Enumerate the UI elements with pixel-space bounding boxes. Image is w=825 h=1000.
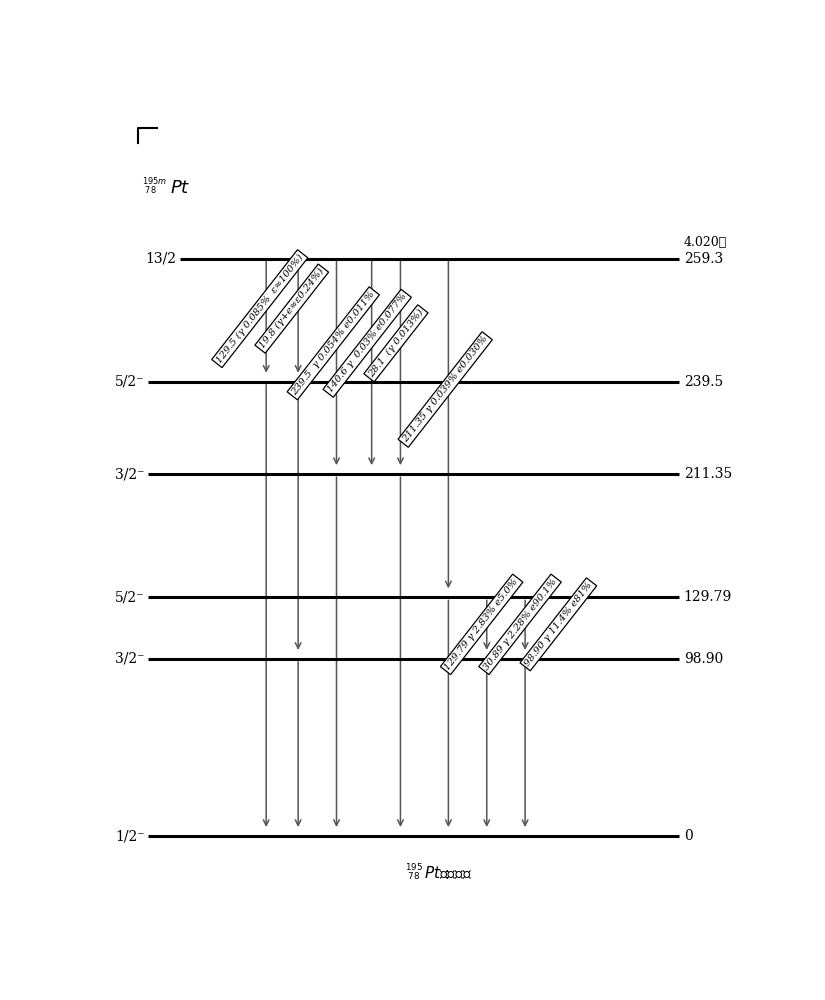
Text: 0: 0: [684, 829, 692, 843]
Text: 1/2⁻: 1/2⁻: [115, 829, 144, 843]
Text: 129.79 γ 2.83% e5.0%: 129.79 γ 2.83% e5.0%: [443, 577, 520, 672]
Text: 3/2⁻: 3/2⁻: [116, 652, 144, 666]
Text: $^{195m}_{\ 78}$: $^{195m}_{\ 78}$: [142, 177, 167, 197]
Text: 211.35 γ 0.039% e0.030%: 211.35 γ 0.039% e0.030%: [401, 335, 489, 444]
Text: 140.6 γ  0.03% e0.077%: 140.6 γ 0.03% e0.077%: [326, 292, 408, 394]
Text: 19.8 (γ+e≈ε0.24%): 19.8 (γ+e≈ε0.24%): [257, 267, 326, 350]
Text: 3/2⁻: 3/2⁻: [116, 467, 144, 481]
Text: 98.90 γ 11.4% e81%: 98.90 γ 11.4% e81%: [523, 581, 594, 668]
Text: 129.79: 129.79: [684, 590, 732, 604]
Text: 239.5  γ 0.054% e0.011%: 239.5 γ 0.054% e0.011%: [290, 290, 377, 397]
Text: $\it{Pt}$（稳定）: $\it{Pt}$（稳定）: [424, 865, 472, 881]
Text: 4.020天: 4.020天: [684, 236, 727, 249]
Text: 5/2⁻: 5/2⁻: [116, 590, 144, 604]
Text: 259.3: 259.3: [684, 252, 723, 266]
Text: 129.5 (γ 0.085%  ε≈100%): 129.5 (γ 0.085% ε≈100%): [214, 253, 305, 365]
Text: 239.5: 239.5: [684, 375, 723, 389]
Text: 30.89 γ 2.28% e90.1%: 30.89 γ 2.28% e90.1%: [482, 577, 559, 672]
Text: 13/2: 13/2: [146, 252, 177, 266]
Text: 5/2⁻: 5/2⁻: [116, 375, 144, 389]
Text: $\it{Pt}$: $\it{Pt}$: [170, 179, 191, 197]
Text: 28.1  (γ 0.013%): 28.1 (γ 0.013%): [366, 308, 425, 379]
Text: 98.90: 98.90: [684, 652, 723, 666]
Text: $^{195}_{\ 78}$: $^{195}_{\ 78}$: [405, 863, 422, 883]
Text: 211.35: 211.35: [684, 467, 732, 481]
